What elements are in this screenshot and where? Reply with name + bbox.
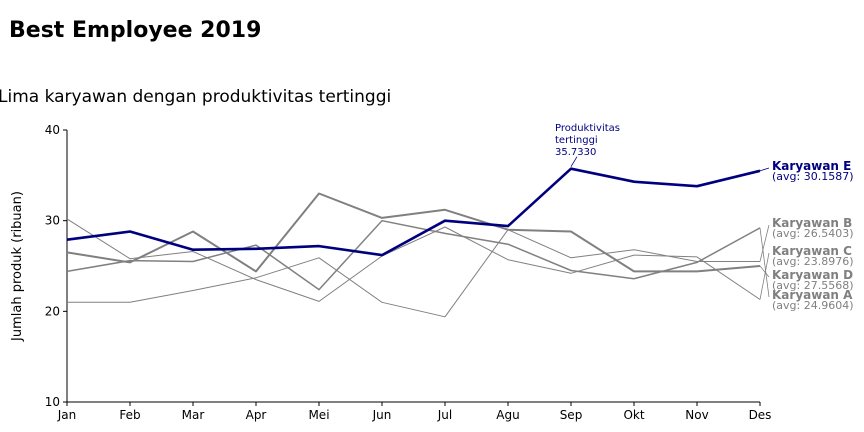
x-tick-label: Jul [437, 408, 452, 422]
y-axis-label: Jumlah produk (ribuan) [10, 191, 25, 342]
x-tick-label: Jan [57, 408, 77, 422]
y-tick-label: 10 [45, 395, 60, 409]
series-line-karyawan-b [67, 229, 760, 318]
chart-subtitle: Lima karyawan dengan produktivitas terti… [0, 87, 392, 107]
x-tick-label: Agu [496, 408, 519, 422]
x-tick-label: Apr [246, 408, 267, 422]
x-tick-label: Nov [685, 408, 708, 422]
series-label-connector [759, 167, 770, 172]
y-tick-label: 40 [45, 123, 60, 137]
y-tick-label: 30 [45, 214, 60, 228]
series-label-name: Karyawan E [772, 159, 851, 173]
annotation-pointer [570, 156, 578, 167]
series-label-connector [759, 252, 770, 300]
series-label-connector [759, 224, 770, 262]
series-label-avg: (avg: 24.9604) [772, 299, 854, 312]
x-tick-label: Mar [182, 408, 205, 422]
series-label-connector [759, 227, 770, 298]
series-label-name: Karyawan B [772, 216, 852, 230]
series-line-karyawan-d [66, 192, 761, 273]
annotation-text: 35.7330 [555, 147, 596, 158]
x-tick-label: Feb [119, 408, 140, 422]
series-label-avg: (avg: 27.5568) [772, 279, 854, 292]
y-tick-label: 20 [45, 304, 60, 318]
x-tick-label: Sep [560, 408, 583, 422]
series-line-karyawan-a [66, 219, 761, 291]
annotation-text: Produktivitas [555, 123, 620, 134]
x-tick-label: Okt [623, 408, 644, 422]
chart-title: Best Employee 2019 [9, 18, 262, 43]
series-label-name: Karyawan C [772, 244, 852, 258]
x-tick-label: Des [749, 408, 772, 422]
series-line-karyawan-c [66, 218, 761, 302]
series-line-karyawan-e [66, 167, 761, 257]
annotation-text: tertinggi [555, 135, 598, 146]
series-label-avg: (avg: 23.8976) [772, 255, 854, 268]
series-label-avg: (avg: 30.1587) [772, 170, 854, 183]
x-tick-label: Mei [308, 408, 329, 422]
series-label-name: Karyawan A [772, 288, 853, 302]
series-label-connector [759, 265, 770, 278]
series-label-avg: (avg: 26.5403) [772, 227, 854, 240]
x-tick-label: Jun [372, 408, 392, 422]
series-label-name: Karyawan D [772, 268, 853, 282]
